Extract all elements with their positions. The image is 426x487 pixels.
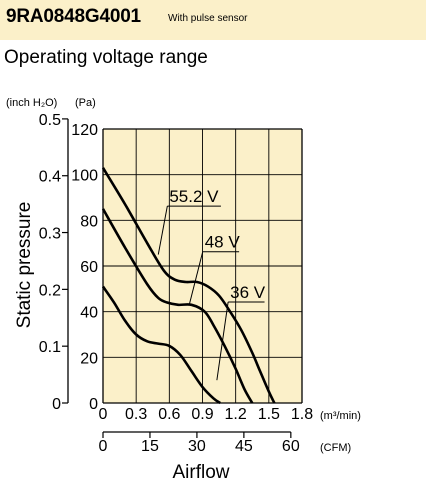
y-pa-tick-label: 60	[80, 259, 98, 276]
x-m3-tick-label: 0.9	[191, 406, 213, 423]
y-pa-tick-label: 20	[80, 350, 98, 367]
x-cfm-unit: (CFM)	[320, 442, 351, 454]
x-axis-title: Airflow	[172, 462, 229, 483]
series-label-leader	[216, 301, 229, 381]
x-m3-tick-label: 0.6	[158, 406, 180, 423]
y-axis-title: Static pressure	[14, 202, 35, 329]
series-label: 48 V	[205, 233, 241, 252]
series-line	[101, 285, 221, 405]
series-label-leader	[188, 251, 204, 305]
x-cfm-tick-label: 45	[235, 438, 253, 455]
series-label: 55.2 V	[169, 187, 219, 206]
y-inch-tick-label: 0.2	[39, 282, 61, 299]
y-pa-tick-label: 0	[89, 396, 98, 413]
x-cfm-tick-label: 60	[282, 438, 300, 455]
y-pa-tick-label: 120	[71, 122, 98, 139]
x-m3-unit: (m³/min)	[320, 410, 361, 422]
labels: 55.2 V 48 V 36 V	[157, 187, 266, 381]
y-inch-tick-label: 0.4	[39, 169, 61, 186]
y-pa-tick-label: 100	[71, 168, 98, 185]
section-title: Operating voltage range	[4, 47, 208, 68]
x-m3-tick-label: 1.5	[258, 406, 280, 423]
y-pa-tick-label: 40	[80, 305, 98, 322]
x-cfm-tick-label: 0	[99, 438, 108, 455]
y-inch-tick-label: 0.1	[39, 339, 61, 356]
curves	[101, 167, 276, 405]
x-cfm-tick-label: 30	[188, 438, 206, 455]
series-label: 36 V	[230, 283, 266, 302]
y-left-unit: (inch H₂O)	[6, 97, 57, 109]
model-number: 9RA0848G4001	[6, 6, 141, 27]
x-m3-tick-label: 0	[99, 406, 108, 423]
x-m3-tick-label: 0.3	[125, 406, 147, 423]
axes: 0 20 40 60 80 100 120 0 0.1 0.2 0.3 0.4 0.5 (inch H₂O…	[6, 97, 361, 483]
model-subtitle: With pulse sensor	[168, 13, 248, 24]
y-right-unit: (Pa)	[75, 97, 96, 109]
y-inch-tick-label: 0.5	[39, 112, 61, 129]
x-m3-tick-label: 1.8	[291, 406, 313, 423]
x-m3-tick-label: 1.2	[225, 406, 247, 423]
y-inch-tick-label: 0	[52, 396, 61, 413]
y-pa-tick-label: 80	[80, 213, 98, 230]
series-line	[101, 167, 276, 404]
x-cfm-tick-label: 15	[141, 438, 159, 455]
y-inch-tick-label: 0.3	[39, 226, 61, 243]
series-line	[101, 208, 254, 404]
series-label-leader	[157, 205, 168, 255]
header-band	[0, 0, 426, 40]
